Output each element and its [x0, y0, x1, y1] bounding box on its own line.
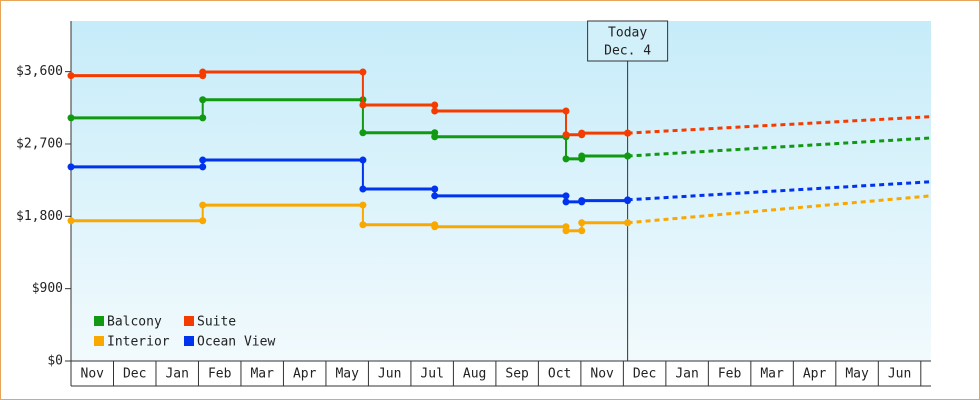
data-point — [67, 163, 75, 171]
x-tick-label: Dec — [633, 367, 656, 382]
step-end-point — [199, 217, 207, 225]
data-point — [578, 152, 586, 160]
x-tick-label: Feb — [208, 367, 232, 382]
legend-swatch — [94, 336, 104, 346]
x-tick-label: Aug — [463, 367, 486, 382]
step-end-point — [562, 107, 570, 115]
step-end-point — [431, 101, 439, 109]
x-tick-label: Feb — [718, 367, 742, 382]
y-tick-label: $1,800 — [16, 209, 63, 224]
y-tick-label: $2,700 — [16, 136, 63, 151]
plot-area — [71, 21, 931, 361]
x-tick-label: Dec — [123, 367, 146, 382]
data-point — [67, 114, 75, 122]
y-tick-label: $900 — [32, 281, 63, 296]
step-end-point — [431, 185, 439, 193]
today-label: Today — [608, 26, 647, 41]
step-end-point — [562, 192, 570, 200]
step-end-point — [359, 201, 367, 209]
forecast-line — [627, 115, 932, 135]
x-tick-label: Mar — [250, 367, 274, 382]
legend-label: Balcony — [107, 315, 162, 330]
x-tick-label: Jan — [165, 367, 188, 382]
data-point — [359, 221, 367, 229]
x-tick-label: Apr — [803, 367, 827, 382]
x-tick-label: Nov — [81, 367, 105, 382]
data-point — [359, 101, 367, 109]
data-point — [359, 185, 367, 193]
legend-swatch — [184, 336, 194, 346]
data-point — [431, 107, 439, 115]
legend-label: Interior — [107, 335, 170, 350]
forecast-line — [627, 180, 932, 202]
data-point — [578, 219, 586, 227]
x-tick-label: Oct — [548, 367, 571, 382]
y-tick-label: $3,600 — [16, 64, 63, 79]
legend-swatch — [94, 316, 104, 326]
data-point — [562, 131, 570, 139]
step-end-point — [199, 163, 207, 171]
step-end-point — [359, 68, 367, 76]
data-point — [562, 198, 570, 206]
data-point — [562, 227, 570, 235]
data-point — [67, 72, 75, 80]
step-end-point — [199, 114, 207, 122]
data-point — [562, 155, 570, 163]
x-tick-label: Jun — [888, 367, 911, 382]
series — [67, 194, 932, 235]
today-date: Dec. 4 — [604, 44, 651, 59]
x-tick-label: Apr — [293, 367, 317, 382]
series — [67, 96, 932, 163]
data-point — [199, 201, 207, 209]
x-tick-label: Mar — [760, 367, 784, 382]
x-tick-label: Sep — [505, 367, 529, 382]
series — [67, 68, 932, 139]
data-point — [67, 217, 75, 225]
data-point — [199, 68, 207, 76]
x-tick-label: May — [335, 367, 359, 382]
x-tick-label: Jan — [675, 367, 698, 382]
y-tick-label: $0 — [47, 354, 63, 369]
data-point — [199, 156, 207, 164]
series — [67, 156, 932, 206]
legend-label: Ocean View — [197, 335, 275, 350]
data-point — [431, 223, 439, 231]
data-point — [431, 192, 439, 200]
x-tick-label: May — [845, 367, 869, 382]
data-point — [578, 129, 586, 137]
x-tick-label: Nov — [590, 367, 614, 382]
legend-label: Suite — [197, 315, 236, 330]
data-point — [578, 197, 586, 205]
x-tick-label: Jun — [378, 367, 401, 382]
x-tick-label: Jul — [420, 367, 443, 382]
legend-swatch — [184, 316, 194, 326]
data-point — [431, 133, 439, 141]
step-end-point — [359, 156, 367, 164]
forecast-line — [627, 194, 932, 225]
today-box — [587, 20, 669, 62]
data-point — [359, 129, 367, 137]
forecast-line — [627, 136, 932, 158]
data-point — [199, 96, 207, 104]
step-end-point — [578, 227, 586, 235]
